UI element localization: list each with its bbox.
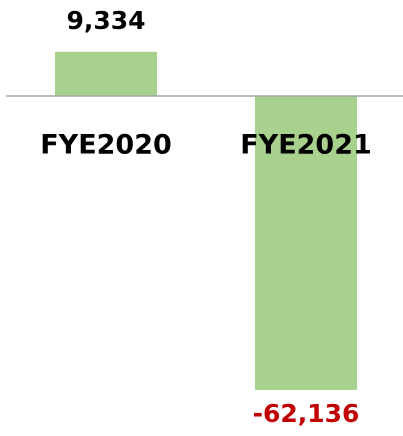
bar bbox=[255, 96, 357, 390]
data-label: 9,334 bbox=[66, 6, 145, 35]
data-label: -62,136 bbox=[253, 399, 360, 428]
bar bbox=[55, 51, 157, 96]
x-tick-label: FYE2020 bbox=[40, 130, 172, 161]
x-tick-label: FYE2021 bbox=[240, 130, 372, 161]
